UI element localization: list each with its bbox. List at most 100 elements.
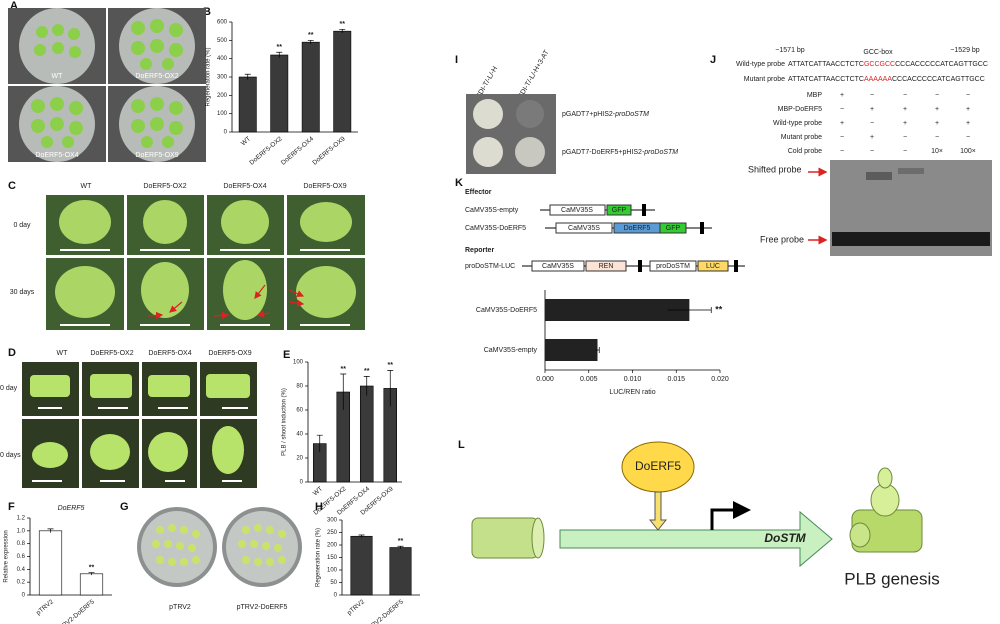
cell: −	[935, 134, 939, 141]
cell: −	[870, 148, 874, 155]
y-tick-label: 100	[217, 111, 228, 117]
panel-letter: K	[455, 177, 463, 189]
cell: +	[966, 120, 970, 127]
construct	[522, 260, 745, 272]
cell: −	[840, 106, 844, 113]
significance: **	[89, 564, 95, 571]
part-label: DoERF5	[624, 225, 651, 232]
column-label: WT	[57, 350, 69, 357]
construct-label: proDoSTM-LUC	[465, 263, 515, 270]
error-bar	[358, 534, 365, 538]
y-axis-label: Regeneration rate (%)	[316, 528, 322, 587]
bar	[333, 30, 352, 133]
panel-letter: B	[203, 6, 211, 18]
cell: −	[870, 120, 874, 127]
x-tick-label: 0.015	[667, 376, 685, 383]
y-tick-label: 300	[217, 75, 228, 81]
row-label: 30 days	[10, 289, 35, 296]
significance: **	[277, 44, 283, 51]
significance: **	[340, 21, 346, 28]
cell: −	[966, 92, 970, 99]
y-tick-label: 50	[330, 580, 337, 586]
error-bar	[595, 347, 600, 353]
x-axis-label: LUC/REN ratio	[609, 389, 655, 396]
y-tick-label: 300	[327, 518, 338, 524]
y-tick-label: 200	[327, 543, 338, 549]
panel-letter: D	[8, 347, 16, 359]
probe-label: Wild-type probe	[736, 61, 785, 68]
part-label: CaMV35S	[542, 263, 574, 270]
column-label: DoERF5-OX2	[90, 350, 133, 357]
y-tick-label: 0	[334, 593, 338, 599]
emsa-table: MBP + − − − − MBP-DoERF5 − + + + + Wild-type probe + −…	[773, 92, 976, 155]
error-bar	[339, 28, 346, 33]
y-axis-label: Regeneration rate (%)	[206, 47, 212, 106]
panel-letter: C	[8, 180, 16, 192]
error-bar	[397, 545, 404, 549]
panel-c-photos	[46, 195, 365, 330]
cell: −	[903, 148, 907, 155]
row-label-text: pGADT7+pHIS2-	[562, 111, 616, 118]
column-label: DoERF5-OX4	[223, 183, 266, 190]
part-label: REN	[599, 263, 614, 270]
coordinate: −1529 bp	[950, 47, 979, 54]
significance: **	[388, 362, 394, 369]
panel-letter: L	[458, 439, 465, 451]
panel-i-photo	[466, 94, 556, 174]
chart-title: DoERF5	[58, 505, 85, 512]
row-label: 0 days	[0, 452, 21, 459]
cell: +	[935, 120, 939, 127]
construct	[540, 204, 655, 216]
panel-letter: G	[120, 501, 129, 513]
cell: +	[903, 120, 907, 127]
panel-letter: E	[283, 349, 290, 361]
significance: **	[364, 368, 370, 375]
y-tick-label: 20	[296, 456, 303, 462]
column-label: DoERF5-OX2	[143, 183, 186, 190]
y-axis-label: Relative expression	[4, 530, 10, 582]
error-bar	[88, 572, 95, 576]
significance: **	[308, 32, 314, 39]
y-tick-label: CaMV35S-empty	[484, 347, 538, 354]
error-bar	[244, 73, 251, 80]
cell: +	[840, 120, 844, 127]
photo-label: DoERF5-OX9	[135, 152, 178, 159]
cell: −	[840, 148, 844, 155]
x-tick-label: 0.010	[624, 376, 642, 383]
cell: 100×	[960, 148, 976, 155]
gene-label: DoSTM	[764, 531, 806, 545]
panel-d-photos	[22, 362, 257, 488]
section-label: Effector	[465, 189, 492, 196]
bar	[38, 530, 63, 596]
row-label-text: pGADT7-DoERF5+pHIS2-	[562, 149, 645, 156]
error-bar	[387, 370, 394, 407]
part-label: proDoSTM	[656, 263, 690, 270]
probe-label: Mutant probe	[744, 76, 785, 83]
x-tick-label: 0.000	[536, 376, 554, 383]
column-label: DoERF5-OX9	[208, 350, 251, 357]
error-bar	[340, 373, 347, 410]
error-bar	[316, 434, 323, 452]
section-label: Reporter	[465, 247, 494, 254]
row-label-italic: proDoSTM	[643, 149, 678, 156]
y-tick-label: 0.4	[17, 567, 26, 573]
cell: −	[966, 134, 970, 141]
band-label: Free probe	[760, 234, 804, 244]
factor-label: DoERF5	[635, 459, 681, 473]
panel-a-photos	[8, 8, 206, 162]
cell: +	[870, 106, 874, 113]
column-label: DoERF5-OX4	[148, 350, 191, 357]
row-label: Mutant probe	[781, 134, 822, 141]
coordinate: −1571 bp	[775, 47, 804, 54]
row-label: MBP	[807, 92, 823, 99]
part-label: GFP	[612, 207, 627, 214]
bar	[389, 547, 412, 596]
seq-part: ATTATCATTAACCTCTC	[788, 76, 864, 83]
y-tick-label: 0.8	[17, 541, 26, 547]
part-label: CaMV35S	[568, 225, 600, 232]
y-tick-label: CaMV35S-DoERF5	[476, 307, 537, 314]
significance: **	[398, 538, 404, 545]
photo-label: DoERF5-OX2	[135, 73, 178, 80]
seq-motif: AAAAAA	[864, 76, 892, 83]
bar	[79, 573, 104, 596]
